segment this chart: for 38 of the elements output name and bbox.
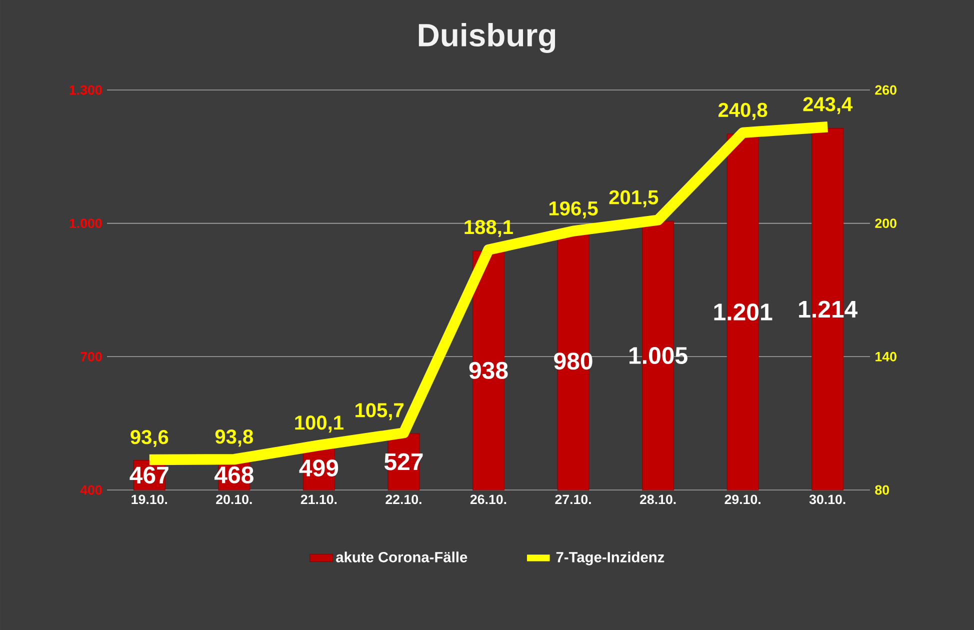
y-tick-label: 700 <box>80 352 102 362</box>
y2-tick-label: 260 <box>875 85 896 95</box>
data-label: 188,1 <box>464 220 513 238</box>
y-tick-label: 1.300 <box>70 85 102 95</box>
x-tick-label: 29.10. <box>724 494 760 504</box>
y-tick-label: 1.000 <box>70 218 102 228</box>
y2-tick-label: 140 <box>876 352 896 362</box>
data-label: 468 <box>214 466 254 484</box>
data-label: 100,1 <box>295 416 344 433</box>
data-label: 938 <box>469 362 508 379</box>
data-label: 240,8 <box>718 102 768 120</box>
x-tick-label: 28.10. <box>640 494 676 504</box>
x-tick-label: 26.10. <box>470 494 506 504</box>
data-label: 93,6 <box>130 430 168 448</box>
x-tick-label: 21.10. <box>300 494 337 504</box>
data-label: 196,5 <box>550 201 598 218</box>
data-label: 201,5 <box>609 190 658 208</box>
legend-label: akute Corona-Fälle <box>336 552 468 562</box>
x-tick-label: 20.10. <box>216 494 252 504</box>
y2-tick-label: 200 <box>875 218 896 228</box>
data-label: 1.214 <box>799 300 858 318</box>
legend-label: 7-Tage-Inzidenz <box>556 552 664 566</box>
data-label: 527 <box>384 453 423 470</box>
x-tick-label: 27.10. <box>555 494 591 504</box>
data-label: 499 <box>299 459 338 476</box>
chart-title: Duisburg <box>418 23 556 53</box>
x-tick-label: 30.10. <box>809 494 846 504</box>
y-tick-label: 400 <box>80 485 102 495</box>
data-label: 243,4 <box>803 97 853 114</box>
x-tick-label: 22.10. <box>386 494 422 504</box>
data-label: 980 <box>554 352 592 370</box>
data-label: 1.201 <box>714 303 772 320</box>
data-label: 93,8 <box>215 430 254 447</box>
data-label: 467 <box>130 466 168 484</box>
data-label: 1.005 <box>630 347 688 364</box>
y2-tick-label: 80 <box>875 485 889 495</box>
data-label: 105,7 <box>356 403 404 420</box>
x-tick-label: 19.10. <box>132 494 167 504</box>
